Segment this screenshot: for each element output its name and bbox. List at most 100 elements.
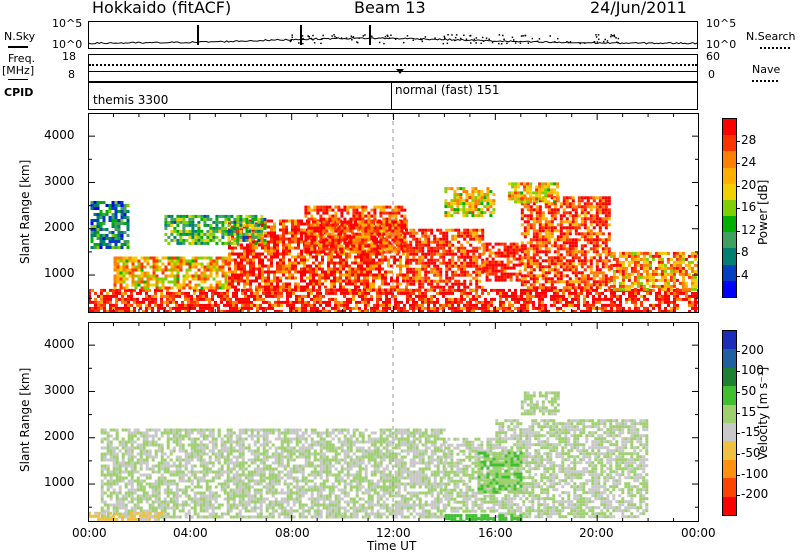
heatmap-cell [220, 300, 223, 304]
heatmap-cell [137, 280, 141, 284]
heatmap-cell [328, 232, 332, 236]
heatmap-cell [592, 247, 596, 251]
heatmap-cell [114, 222, 118, 225]
heatmap-cell [294, 276, 297, 280]
heatmap-cell [630, 284, 634, 288]
heatmap-cell [270, 255, 273, 259]
heatmap-cell [334, 247, 338, 251]
heatmap-cell [154, 303, 157, 307]
heatmap-cell [88, 291, 91, 295]
heatmap-cell [376, 226, 380, 230]
heatmap-cell [532, 274, 536, 278]
heatmap-cell [322, 294, 325, 298]
heatmap-cell [486, 205, 490, 209]
heatmap-cell [105, 228, 109, 231]
heatmap-cell [262, 300, 265, 304]
heatmap-cell [427, 270, 431, 274]
heatmap-cell [176, 238, 180, 242]
heatmap-cell [304, 306, 307, 310]
heatmap-cell [517, 191, 521, 195]
heatmap-cell [276, 234, 279, 238]
heatmap-cell [146, 283, 150, 287]
heatmap-cell [523, 300, 526, 304]
heatmap-cell [97, 306, 100, 310]
heatmap-cell [460, 282, 464, 286]
heatmap-cell [199, 291, 202, 295]
heatmap-cell [612, 254, 616, 258]
heatmap-cell [433, 267, 437, 271]
heatmap-cell [100, 306, 103, 310]
heatmap-cell [259, 303, 262, 307]
heatmap-cell [460, 261, 464, 265]
heatmap-cell [421, 240, 425, 244]
heatmap-cell [357, 252, 360, 256]
heatmap-cell [488, 266, 492, 270]
heatmap-cell [116, 274, 120, 278]
heatmap-cell [385, 297, 388, 301]
heatmap-cell [622, 291, 625, 295]
heatmap-cell [134, 286, 138, 290]
heatmap-cell [240, 279, 243, 283]
heatmap-cell [280, 300, 283, 304]
heatmap-cell [384, 258, 387, 262]
heatmap-cell [126, 219, 130, 222]
heatmap-cell [175, 306, 178, 310]
heatmap-cell [248, 223, 252, 227]
heatmap-cell [636, 281, 640, 285]
heatmap-cell [418, 240, 422, 244]
heatmap-cell [676, 306, 679, 310]
heatmap-cell [354, 276, 357, 280]
heatmap-cell [139, 303, 142, 307]
heatmap-cell [559, 238, 563, 242]
heatmap-cell [355, 241, 359, 245]
heatmap-cell [184, 297, 187, 301]
heatmap-cell [508, 303, 511, 307]
heatmap-cell [235, 294, 238, 298]
heatmap-cell [367, 211, 371, 215]
heatmap-cell [304, 241, 308, 245]
heatmap-cell [366, 288, 369, 292]
heatmap-cell [367, 238, 371, 242]
heatmap-cell [586, 232, 590, 236]
heatmap-cell [463, 285, 467, 289]
noise-search-dot [459, 37, 462, 40]
heatmap-cell [151, 306, 154, 310]
heatmap-cell [173, 235, 177, 239]
heatmap-cell [486, 202, 490, 206]
heatmap-cell [244, 300, 247, 304]
heatmap-cell [367, 303, 370, 307]
heatmap-cell [182, 274, 186, 278]
heatmap-cell [658, 309, 661, 313]
heatmap-cell [523, 200, 527, 204]
heatmap-cell [285, 231, 288, 235]
heatmap-cell [541, 274, 545, 278]
heatmap-cell [547, 191, 551, 195]
heatmap-cell [223, 297, 226, 301]
heatmap-cell [568, 220, 572, 224]
heatmap-cell [586, 238, 590, 242]
heatmap-cell [228, 276, 231, 280]
heatmap-cell [421, 231, 425, 235]
heatmap-cell [436, 291, 439, 295]
heatmap-cell [448, 252, 452, 256]
heatmap-cell [385, 300, 388, 304]
heatmap-cell [645, 275, 649, 279]
heatmap-cell [550, 294, 553, 298]
heatmap-cell [384, 273, 387, 277]
heatmap-cell [381, 261, 384, 265]
heatmap-cell [328, 303, 331, 307]
heatmap-cell [574, 294, 577, 298]
heatmap-cell [541, 309, 544, 313]
heatmap-cell [598, 202, 602, 206]
heatmap-cell [364, 205, 368, 209]
heatmap-cell [228, 282, 231, 286]
heatmap-cell [264, 219, 267, 223]
heatmap-cell [500, 260, 504, 264]
heatmap-cell [466, 234, 470, 238]
heatmap-cell [111, 207, 115, 210]
heatmap-cell [658, 303, 661, 307]
heatmap-cell [544, 244, 548, 248]
heatmap-cell [607, 202, 611, 206]
heatmap-cell [547, 205, 551, 209]
heatmap-cell [122, 280, 126, 284]
